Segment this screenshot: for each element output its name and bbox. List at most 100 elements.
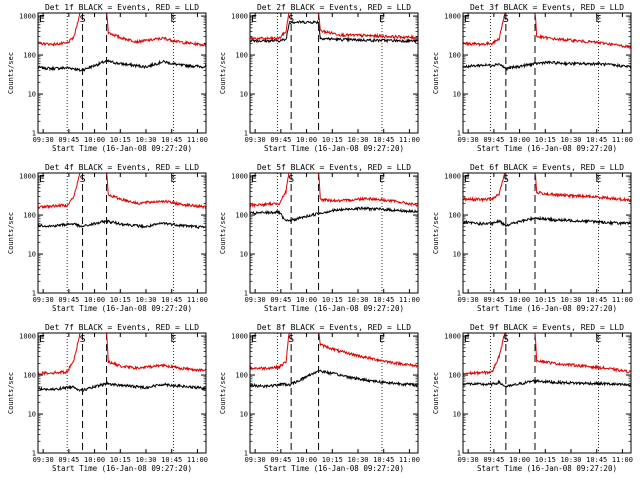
title-backdrop [463, 1, 633, 13]
plot-frame [249, 172, 419, 294]
x-tick-label: 09:45 [270, 136, 291, 144]
x-tick-label: 10:00 [509, 136, 530, 144]
lld-series-line [37, 12, 207, 47]
x-axis-label: Start Time (16-Jan-08 09:27:20) [264, 144, 404, 153]
y-tick-label: 100 [23, 52, 36, 60]
y-axis-label: Counts/sec [432, 372, 440, 414]
marker-label-e: E [595, 14, 601, 25]
marker-label-e: E [170, 14, 176, 25]
title-backdrop [463, 161, 633, 173]
x-tick-label: 10:45 [586, 456, 607, 464]
marker-label-e: E [251, 14, 257, 25]
y-tick-label: 1 [457, 290, 461, 298]
marker-label-e: E [464, 174, 470, 185]
marker-label-e: E [595, 334, 601, 345]
x-tick-label: 09:30 [458, 296, 479, 304]
y-tick-label: 1000 [231, 13, 248, 21]
y-tick-label: 1 [244, 450, 248, 458]
y-axis-label: Counts/sec [219, 372, 227, 414]
x-tick-label: 09:45 [483, 456, 504, 464]
x-tick-label: 11:00 [612, 136, 633, 144]
x-tick-label: 10:30 [135, 456, 156, 464]
x-axis-label: Start Time (16-Jan-08 09:27:20) [52, 144, 192, 153]
y-axis-label: Counts/sec [432, 212, 440, 254]
x-tick-label: 10:30 [347, 296, 368, 304]
events-series-line [249, 19, 419, 44]
x-tick-label: 10:00 [509, 456, 530, 464]
lld-series-line [462, 12, 632, 50]
x-tick-label: 10:15 [110, 456, 131, 464]
y-tick-label: 100 [448, 52, 461, 60]
title-backdrop [250, 321, 420, 333]
y-tick-label: 1000 [19, 333, 36, 341]
x-tick-label: 09:30 [33, 296, 54, 304]
marker-label-s: S [503, 174, 509, 185]
y-tick-label: 1000 [444, 173, 461, 181]
x-tick-label: 11:00 [187, 456, 208, 464]
lld-series-line [249, 172, 419, 208]
panel-title: Det 2f BLACK = Events, RED = LLD [257, 3, 411, 12]
marker-label-e: E [170, 334, 176, 345]
x-axis-label: Start Time (16-Jan-08 09:27:20) [477, 464, 617, 473]
marker-label-e: E [39, 334, 45, 345]
x-axis-label: Start Time (16-Jan-08 09:27:20) [477, 304, 617, 313]
x-tick-label: 09:30 [245, 296, 266, 304]
x-tick-label: 11:00 [399, 456, 420, 464]
x-tick-label: 10:00 [84, 136, 105, 144]
y-tick-label: 10 [453, 251, 461, 259]
x-tick-label: 09:30 [33, 136, 54, 144]
x-tick-label: 10:45 [161, 456, 182, 464]
x-tick-label: 09:30 [33, 456, 54, 464]
x-axis-label: Start Time (16-Jan-08 09:27:20) [52, 464, 192, 473]
y-tick-label: 100 [235, 212, 248, 220]
x-tick-label: 09:45 [270, 296, 291, 304]
marker-label-s: S [503, 14, 509, 25]
x-tick-label: 11:00 [187, 296, 208, 304]
x-tick-label: 10:45 [373, 456, 394, 464]
title-backdrop [38, 161, 208, 173]
y-tick-label: 100 [235, 372, 248, 380]
x-tick-label: 10:00 [296, 136, 317, 144]
x-tick-label: 10:00 [296, 296, 317, 304]
y-tick-label: 100 [448, 372, 461, 380]
y-tick-label: 1 [32, 450, 36, 458]
y-axis-label: Counts/sec [432, 52, 440, 94]
x-tick-label: 11:00 [612, 456, 633, 464]
plot-frame [37, 172, 207, 294]
title-backdrop [463, 321, 633, 333]
x-tick-label: 10:15 [322, 136, 343, 144]
lld-series-line [37, 172, 207, 210]
marker-label-e: E [379, 334, 385, 345]
x-tick-label: 11:00 [399, 296, 420, 304]
y-tick-label: 1 [244, 290, 248, 298]
x-tick-label: 10:45 [161, 296, 182, 304]
x-tick-label: 10:45 [586, 136, 607, 144]
y-tick-label: 10 [240, 411, 248, 419]
events-series-line [462, 215, 632, 228]
marker-label-e: E [379, 174, 385, 185]
events-series-line [249, 206, 419, 222]
title-backdrop [250, 161, 420, 173]
y-tick-label: 1 [32, 130, 36, 138]
x-tick-label: 10:15 [110, 136, 131, 144]
panel-title: Det 8f BLACK = Events, RED = LLD [257, 323, 411, 332]
y-tick-label: 1000 [231, 333, 248, 341]
y-tick-label: 1000 [19, 173, 36, 181]
marker-label-e: E [464, 14, 470, 25]
y-tick-label: 10 [28, 411, 36, 419]
x-tick-label: 10:30 [347, 136, 368, 144]
panel-title: Det 7f BLACK = Events, RED = LLD [45, 323, 199, 332]
y-axis-label: Counts/sec [219, 52, 227, 94]
events-series-line [462, 378, 632, 390]
y-tick-label: 1 [244, 130, 248, 138]
x-tick-label: 09:45 [58, 456, 79, 464]
marker-label-e: E [251, 334, 257, 345]
x-axis-label: Start Time (16-Jan-08 09:27:20) [264, 464, 404, 473]
x-tick-label: 10:30 [560, 456, 581, 464]
